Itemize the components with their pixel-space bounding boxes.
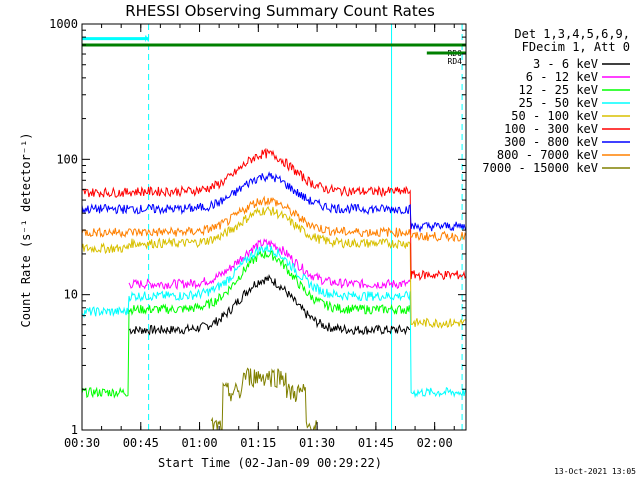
plot-area: NRD0RD4 [81, 24, 467, 431]
y-tick-label: 1000 [49, 17, 78, 31]
series-line [81, 205, 467, 329]
series-line [128, 273, 411, 336]
series-line [81, 147, 467, 281]
series-line [81, 244, 467, 399]
y-tick-label: 1 [71, 423, 78, 437]
legend-entry-label: 12 - 25 keV [519, 83, 598, 97]
legend-entry-label: 3 - 6 keV [533, 57, 598, 71]
plot-frame [81, 23, 467, 431]
legend-entry-label: 6 - 12 keV [526, 70, 598, 84]
series-line [210, 367, 318, 431]
state-flag-label: N [145, 35, 150, 44]
legend-entry-label: 100 - 300 keV [504, 122, 598, 136]
legend: Det 1,3,4,5,6,9,FDecim 1, Att 0 3 - 6 keV… [482, 27, 630, 175]
series-line [128, 238, 411, 291]
x-tick-label: 01:00 [181, 436, 217, 450]
series-line [81, 195, 467, 243]
x-tick-label: 00:30 [64, 436, 100, 450]
x-tick-label: 00:45 [123, 436, 159, 450]
legend-header: Det 1,3,4,5,6,9, [514, 27, 630, 41]
x-axis-label: Start Time (02-Jan-09 00:29:22) [158, 456, 382, 470]
y-tick-label: 10 [64, 288, 78, 302]
x-tick-label: 01:15 [240, 436, 276, 450]
legend-header: FDecim 1, Att 0 [522, 40, 630, 54]
legend-entry-label: 25 - 50 keV [519, 96, 598, 110]
series-line [81, 249, 411, 399]
x-tick-label: 02:00 [417, 436, 453, 450]
state-flag-label: RD4 [448, 57, 463, 66]
legend-entry-label: 7000 - 15000 keV [482, 161, 598, 175]
legend-entry-label: 50 - 100 keV [511, 109, 598, 123]
series-line [81, 171, 467, 233]
y-axis-label: Count Rate (s⁻¹ detector⁻¹) [19, 132, 33, 327]
timestamp-footer: 13-Oct-2021 13:05 [554, 467, 636, 476]
x-tick-label: 01:30 [299, 436, 335, 450]
y-tick-label: 100 [56, 152, 78, 166]
legend-entry-label: 800 - 7000 keV [497, 148, 598, 162]
chart-title: RHESSI Observing Summary Count Rates [125, 2, 435, 20]
x-tick-label: 01:45 [358, 436, 394, 450]
legend-entry-label: 300 - 800 keV [504, 135, 598, 149]
axes: 1 10 100 1000 00:30 00:45 01:00 01:15 01:30 01:45… [49, 17, 466, 450]
